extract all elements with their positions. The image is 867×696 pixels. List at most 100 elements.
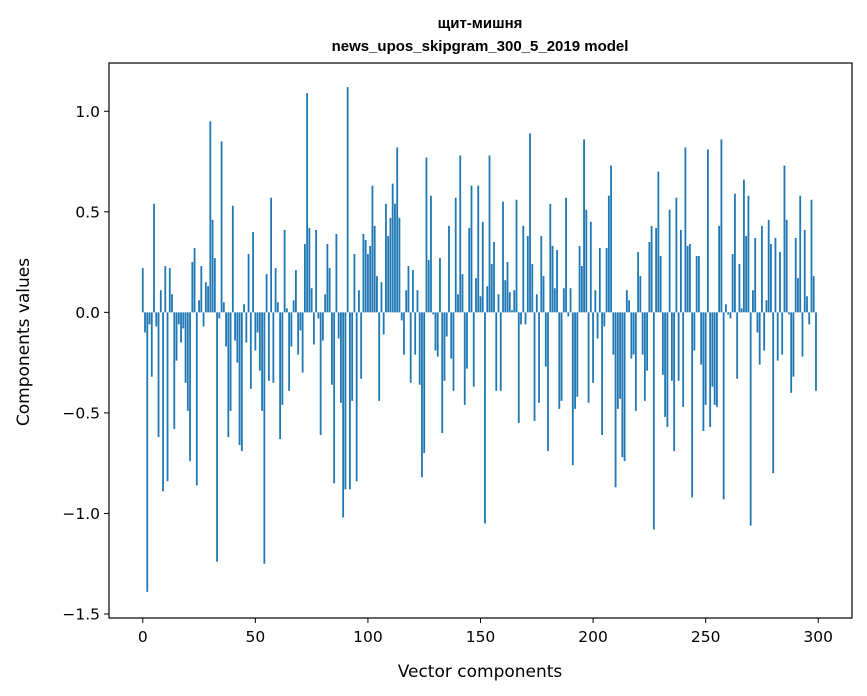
bar [225, 312, 227, 347]
bar [387, 235, 390, 313]
x-tick-label: 250 [691, 628, 721, 646]
bar [810, 199, 813, 313]
bar [587, 312, 590, 403]
bar [673, 312, 676, 452]
bar [549, 203, 552, 313]
bar [360, 312, 363, 379]
bar [481, 221, 484, 313]
bar [157, 312, 160, 438]
bar [619, 312, 621, 399]
bar [177, 312, 180, 325]
bar [198, 300, 200, 313]
bar [803, 229, 806, 313]
bar [700, 312, 703, 365]
bar [725, 304, 727, 313]
bar [297, 312, 300, 355]
bar [414, 312, 417, 355]
bar [815, 312, 817, 391]
bar [691, 312, 694, 498]
bar [592, 312, 594, 383]
bar [495, 312, 498, 391]
bar [747, 195, 750, 313]
bar [396, 147, 399, 313]
bar [461, 274, 464, 313]
bar [524, 312, 527, 325]
bar [806, 296, 808, 313]
bar [155, 312, 158, 327]
bar [720, 139, 723, 313]
bar [265, 274, 268, 313]
y-tick-label: −1.0 [62, 505, 100, 523]
bar [707, 149, 709, 313]
bar [738, 264, 741, 313]
bar [711, 312, 714, 387]
bar [292, 300, 295, 313]
bar [254, 312, 257, 351]
bar [808, 312, 811, 325]
bar [263, 312, 266, 564]
bar [734, 193, 736, 313]
bar [166, 312, 169, 482]
bar [409, 312, 412, 383]
bar [337, 312, 340, 339]
bar [306, 93, 309, 313]
bar [589, 221, 592, 313]
bar [252, 231, 254, 313]
bar [184, 312, 187, 383]
bar [490, 264, 493, 313]
bar [547, 312, 549, 452]
bar [164, 266, 167, 313]
bar [234, 312, 236, 341]
bar [448, 225, 450, 313]
bar [659, 256, 662, 313]
bar [389, 217, 392, 313]
bar [698, 256, 700, 313]
bar [367, 254, 369, 313]
bar [783, 165, 786, 313]
bar [454, 197, 457, 313]
bar [695, 256, 698, 313]
bar [344, 312, 347, 490]
bar [385, 203, 387, 313]
bar [436, 312, 439, 357]
bar [468, 227, 471, 313]
bar [506, 262, 509, 313]
chart-title-line2: news_upos_skipgram_300_5_2019 model [332, 38, 629, 55]
bar [625, 290, 628, 313]
bar [186, 312, 189, 411]
bar [168, 268, 171, 313]
bar [369, 245, 372, 313]
bar [333, 312, 336, 484]
bar [522, 225, 525, 313]
bar [616, 312, 619, 409]
bar [729, 312, 732, 319]
bar [709, 312, 712, 427]
bar [688, 243, 691, 313]
bar [222, 302, 225, 313]
y-tick-label: −0.5 [62, 404, 100, 422]
bar [150, 312, 153, 377]
bar [171, 294, 173, 313]
bar [238, 312, 241, 446]
bar [704, 312, 707, 405]
bar [596, 312, 599, 339]
bar [342, 312, 345, 518]
bar [756, 312, 759, 333]
bar [553, 288, 556, 313]
bar [209, 121, 212, 313]
bar [193, 248, 196, 313]
bar [612, 312, 615, 355]
bar [371, 185, 374, 313]
bar [267, 312, 270, 381]
bar [794, 237, 797, 313]
bar [508, 292, 511, 313]
bar [362, 233, 365, 313]
bar [349, 312, 351, 490]
bar [475, 278, 477, 313]
bar [558, 312, 561, 409]
bar [162, 312, 164, 492]
bar [288, 312, 291, 391]
bar [470, 185, 473, 313]
bar [416, 290, 419, 313]
